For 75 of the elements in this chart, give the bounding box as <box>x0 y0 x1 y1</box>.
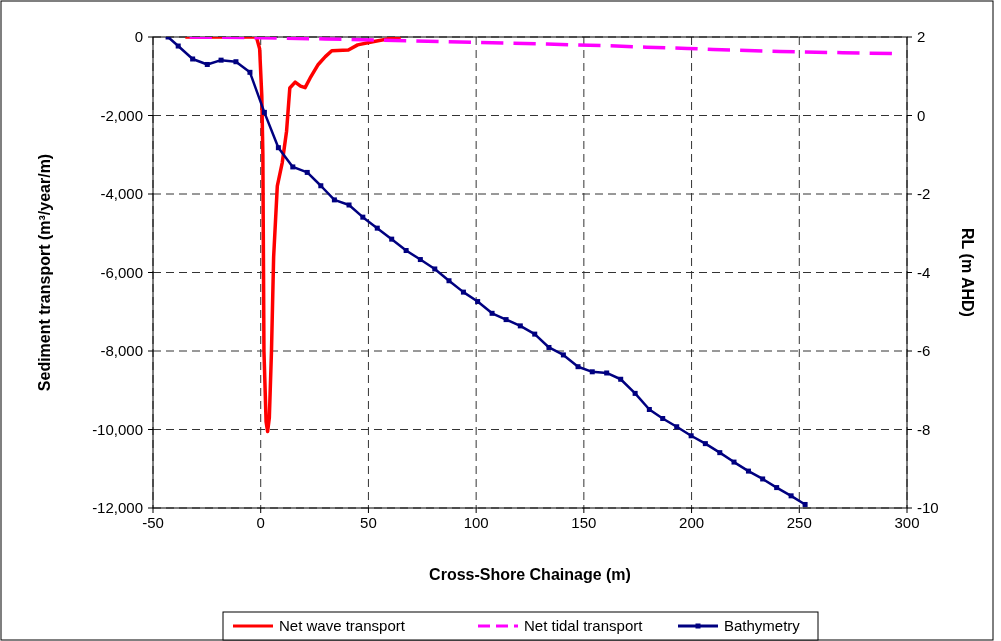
point <box>674 424 680 430</box>
line-series <box>187 37 894 56</box>
x-tick-label: 200 <box>679 514 705 531</box>
x-tick-label: 50 <box>360 514 377 531</box>
point <box>802 501 808 507</box>
point <box>346 202 352 208</box>
point <box>702 441 708 447</box>
y2-tick-label: -10 <box>917 499 939 516</box>
point <box>403 248 409 254</box>
point <box>589 369 595 375</box>
point <box>560 352 566 358</box>
point <box>318 183 324 189</box>
y-tick-label: 0 <box>134 28 143 45</box>
point <box>532 331 538 337</box>
point <box>190 56 196 62</box>
point <box>788 493 794 499</box>
point <box>717 450 723 456</box>
x-tick-label: 100 <box>463 514 489 531</box>
point <box>774 485 780 491</box>
point <box>446 278 452 284</box>
y-tick-label: -2,000 <box>100 106 143 124</box>
point <box>731 459 737 465</box>
y2-tick-label: -2 <box>917 185 931 202</box>
legend-label: Net wave transport <box>279 617 406 634</box>
point <box>660 416 666 422</box>
point <box>760 476 766 482</box>
point <box>290 164 296 170</box>
point <box>745 468 751 474</box>
y-tick-label: -12,000 <box>92 499 143 516</box>
y-tick-label: -8,000 <box>100 342 143 359</box>
point <box>632 390 638 396</box>
point <box>247 69 253 75</box>
y-tick-label: -10,000 <box>92 420 143 438</box>
point <box>275 145 281 151</box>
point <box>618 376 624 382</box>
x-tick-label: 250 <box>786 514 812 531</box>
y2-tick-label: -8 <box>917 420 931 438</box>
line-series <box>183 37 403 434</box>
y-tick-label: -4,000 <box>100 185 143 202</box>
point <box>417 257 423 263</box>
point <box>604 370 610 376</box>
legend-label: Net tidal transport <box>524 617 644 634</box>
point <box>688 433 694 439</box>
legend-label: Bathymetry <box>724 617 801 634</box>
x-tick-label: -50 <box>142 514 164 531</box>
x-tick-label: 0 <box>256 514 265 531</box>
y2-tick-label: -6 <box>917 342 931 359</box>
point <box>233 59 239 65</box>
x-tick-label: 150 <box>571 514 597 531</box>
point <box>389 236 395 242</box>
y-axis-title: Sediment transport (m³/year/m) <box>36 153 53 392</box>
y2-tick-label: 0 <box>917 106 926 124</box>
point <box>432 266 438 272</box>
point <box>460 289 466 295</box>
y2-tick-label: 2 <box>917 28 926 45</box>
point <box>304 169 310 175</box>
point <box>204 61 210 67</box>
point <box>218 57 224 63</box>
point <box>646 406 652 412</box>
point <box>546 344 552 350</box>
point <box>517 323 523 329</box>
point <box>360 214 366 220</box>
x-tick-label: 300 <box>894 514 920 531</box>
point <box>503 317 509 323</box>
y2-axis-title: RL (m AHD) <box>959 228 976 317</box>
y-tick-label: -6,000 <box>100 263 143 281</box>
point <box>489 310 495 316</box>
point <box>475 299 481 305</box>
point <box>575 364 581 370</box>
point <box>374 225 380 231</box>
y2-tick-label: -4 <box>917 263 931 281</box>
point <box>175 43 181 49</box>
point <box>261 109 267 115</box>
x-axis-title: Cross-Shore Chainage (m) <box>429 566 631 583</box>
point <box>331 197 337 203</box>
